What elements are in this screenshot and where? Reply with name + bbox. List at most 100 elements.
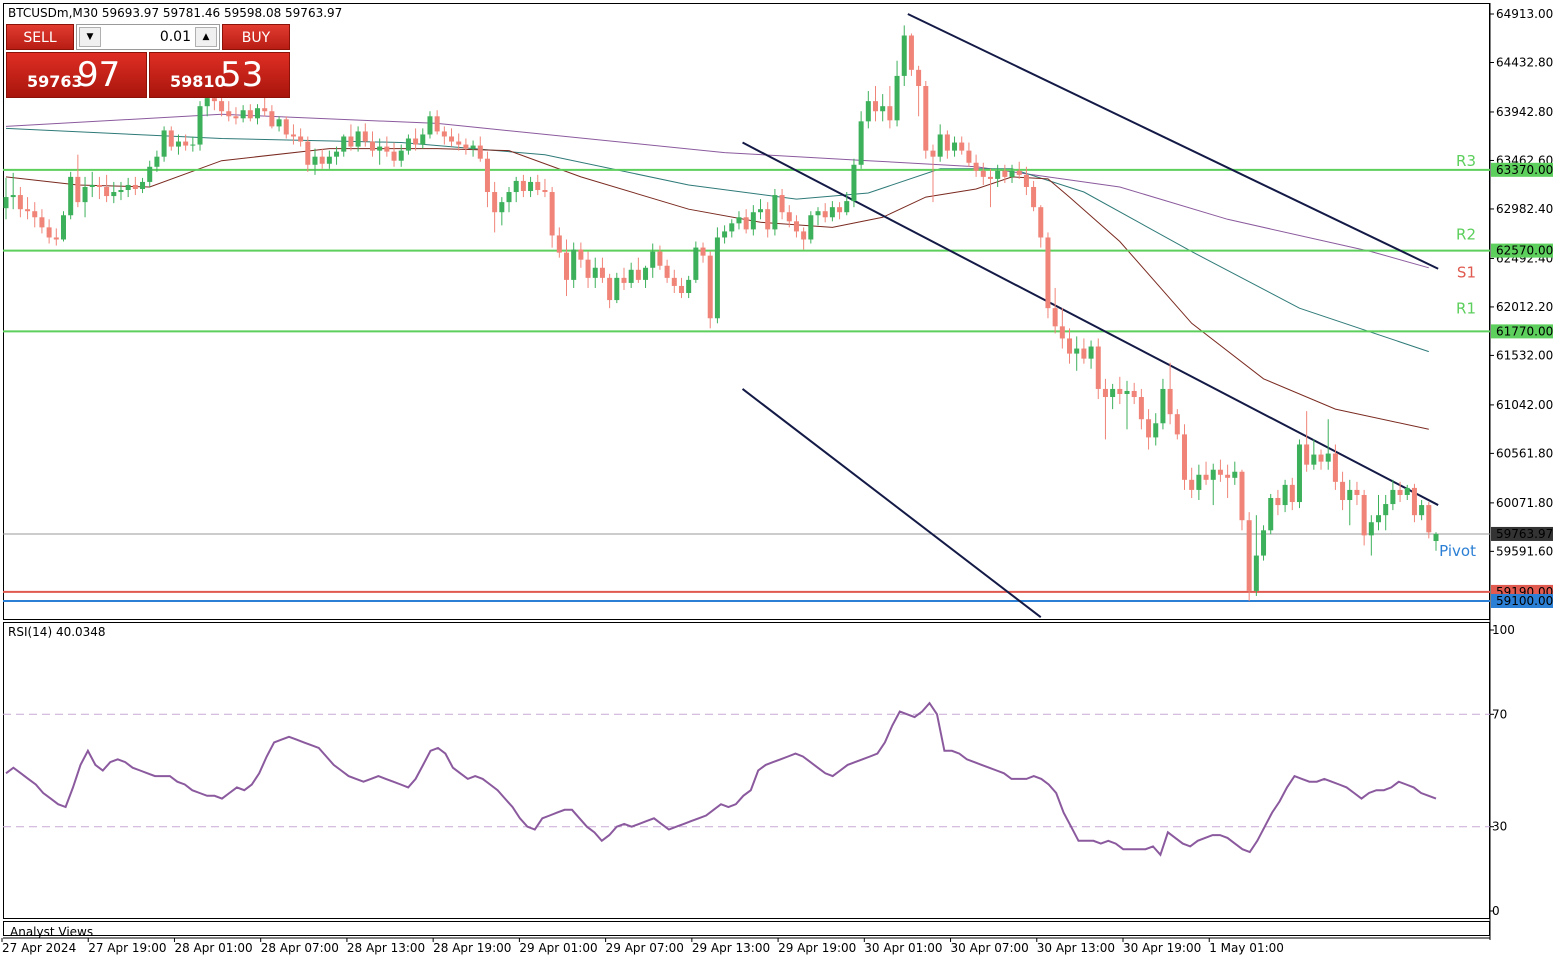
candle bbox=[678, 277, 684, 299]
price-tick-label: 62982.40 bbox=[1496, 202, 1553, 216]
lot-increase-button[interactable]: ▲ bbox=[195, 27, 217, 47]
candle-body bbox=[520, 180, 526, 192]
candle bbox=[168, 126, 174, 151]
candle bbox=[1153, 413, 1159, 446]
candle bbox=[923, 80, 929, 159]
candle-body bbox=[1232, 471, 1238, 478]
candle-body bbox=[851, 164, 857, 202]
candle bbox=[283, 116, 289, 139]
candle-body bbox=[556, 235, 562, 253]
candle bbox=[161, 126, 167, 162]
candle bbox=[492, 181, 498, 233]
candle-body bbox=[930, 150, 936, 157]
sell-button[interactable]: SELL bbox=[6, 24, 74, 50]
candle-body bbox=[894, 75, 900, 121]
candle-body bbox=[68, 176, 74, 216]
lot-decrease-button[interactable]: ▼ bbox=[79, 27, 101, 47]
candle-body bbox=[937, 134, 943, 157]
buy-price-main: 59810 bbox=[170, 72, 226, 91]
candle bbox=[1203, 461, 1209, 485]
price-axis: 64913.0064432.8063942.8063462.6062982.40… bbox=[1490, 7, 1553, 608]
candle bbox=[1404, 484, 1410, 501]
rsi-indicator bbox=[3, 701, 1490, 857]
candle-body bbox=[125, 184, 131, 191]
candle-body bbox=[1433, 533, 1439, 542]
candle-body bbox=[89, 184, 95, 187]
buy-price-button[interactable]: 59810 53 bbox=[149, 52, 290, 98]
candle bbox=[312, 148, 318, 175]
candle bbox=[1088, 340, 1094, 369]
lot-size-value[interactable]: 0.01 bbox=[159, 29, 191, 45]
candle bbox=[506, 186, 512, 213]
candle bbox=[750, 205, 756, 236]
candle-body bbox=[456, 141, 462, 145]
candle bbox=[585, 251, 591, 288]
candle-body bbox=[959, 142, 965, 151]
candle bbox=[1433, 532, 1439, 551]
ma-line-ma_slow bbox=[5, 113, 1429, 269]
price-tick-label: 60071.80 bbox=[1496, 496, 1553, 510]
candle bbox=[657, 245, 663, 270]
candle bbox=[326, 150, 332, 169]
candle bbox=[89, 171, 95, 198]
candle bbox=[614, 272, 620, 304]
candle bbox=[556, 227, 562, 258]
candle-body bbox=[369, 141, 375, 151]
candle bbox=[140, 177, 146, 194]
candle bbox=[535, 174, 541, 196]
candle-body bbox=[3, 197, 9, 209]
sell-price-button[interactable]: 59763 97 bbox=[6, 52, 147, 98]
candle-body bbox=[1332, 453, 1338, 482]
time-tick-label: 1 May 01:00 bbox=[1209, 941, 1284, 955]
candle bbox=[1052, 287, 1058, 334]
candle bbox=[1124, 380, 1130, 430]
candle-body bbox=[1426, 505, 1432, 533]
candle bbox=[758, 199, 764, 220]
candle-body bbox=[1253, 555, 1259, 591]
candle bbox=[808, 211, 814, 244]
candle bbox=[844, 192, 850, 216]
candle-body bbox=[1146, 419, 1152, 438]
candle bbox=[1282, 479, 1288, 513]
candle-body bbox=[1067, 338, 1073, 354]
candle-body bbox=[966, 150, 972, 163]
candle-body bbox=[398, 150, 404, 161]
candle-body bbox=[226, 111, 232, 117]
candle bbox=[1347, 479, 1353, 526]
candle bbox=[82, 176, 88, 218]
candle bbox=[219, 98, 225, 117]
candle-body bbox=[808, 215, 814, 240]
candle bbox=[564, 239, 570, 297]
candle-body bbox=[334, 151, 340, 157]
lot-size-field[interactable]: ▼ 0.01 ▲ bbox=[76, 24, 220, 50]
candle-body bbox=[1311, 454, 1317, 465]
buy-price-pips: 53 bbox=[220, 55, 264, 95]
candle bbox=[1117, 376, 1123, 405]
candle bbox=[413, 128, 419, 151]
candle bbox=[714, 227, 720, 324]
candle-body bbox=[1117, 388, 1123, 394]
candle bbox=[858, 111, 864, 169]
candle bbox=[319, 148, 325, 169]
candle bbox=[1268, 493, 1274, 535]
candle-body bbox=[211, 98, 217, 102]
candle-body bbox=[837, 207, 843, 213]
buy-button[interactable]: BUY bbox=[222, 24, 290, 50]
candle bbox=[1031, 180, 1037, 212]
candle bbox=[1167, 362, 1173, 425]
candle-body bbox=[175, 141, 181, 147]
candle-body bbox=[1376, 515, 1382, 523]
candle bbox=[25, 197, 31, 220]
candle bbox=[355, 126, 361, 152]
candle bbox=[700, 242, 706, 263]
candle-body bbox=[1153, 423, 1159, 438]
candle-body bbox=[147, 166, 153, 182]
candle bbox=[1390, 479, 1396, 511]
candle-body bbox=[1031, 186, 1037, 208]
candle bbox=[1138, 388, 1144, 430]
candle-body bbox=[441, 131, 447, 137]
time-tick-label: 30 Apr 01:00 bbox=[864, 941, 942, 955]
candle-body bbox=[1282, 484, 1288, 506]
candle bbox=[1217, 459, 1223, 482]
candle-body bbox=[1038, 207, 1044, 238]
